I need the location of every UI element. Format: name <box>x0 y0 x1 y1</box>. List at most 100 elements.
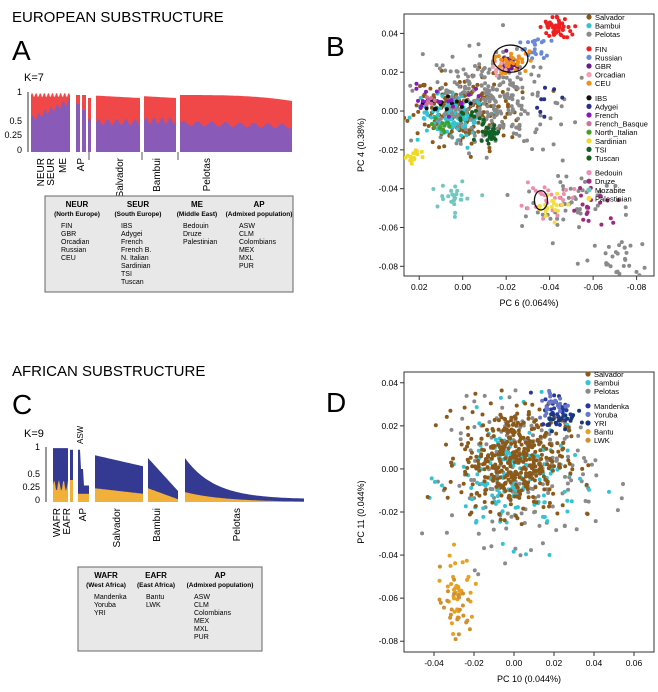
point-sardinian <box>412 156 417 160</box>
point-pelotas <box>535 210 540 215</box>
point-salvador <box>469 436 474 441</box>
admixture-bars-c <box>53 448 304 502</box>
point-french <box>424 89 428 94</box>
point-bambui <box>541 493 546 498</box>
point-pelotas <box>443 68 448 73</box>
point-mozabite <box>441 197 445 202</box>
block-bambui-c <box>148 458 178 502</box>
point-pelotas <box>501 50 506 54</box>
point-fin <box>573 24 578 29</box>
point-french <box>437 100 442 104</box>
point-tsi <box>493 137 498 142</box>
point-palestinian <box>543 209 548 214</box>
point-pelotas <box>621 264 626 268</box>
point-bambui <box>421 116 426 121</box>
point-pelotas <box>455 82 460 87</box>
point-pelotas <box>594 473 599 478</box>
point-adygei <box>535 105 540 110</box>
point-pelotas <box>420 531 425 536</box>
point-bambui <box>476 100 481 105</box>
point-pelotas <box>575 210 580 215</box>
point-salvador <box>499 461 503 466</box>
point-pelotas <box>517 71 522 76</box>
point-pelotas <box>482 546 486 551</box>
point-bambui <box>562 489 567 494</box>
point-druze <box>611 220 616 225</box>
point-mozabite <box>455 188 460 193</box>
point-salvador <box>513 444 518 449</box>
block-ap3-lower <box>88 119 91 152</box>
point-salvador <box>499 493 504 498</box>
point-pelotas <box>637 273 642 276</box>
point-fin <box>538 25 543 29</box>
a-legend-code-1: SEUR <box>127 200 149 209</box>
point-ibs <box>433 106 438 111</box>
point-russian <box>526 40 530 45</box>
point-salvador <box>531 495 536 499</box>
point-salvador <box>516 428 521 433</box>
point-sardinian <box>411 151 416 156</box>
point-salvador <box>532 419 537 424</box>
point-ceu <box>515 62 520 67</box>
point-bambui <box>464 133 469 138</box>
point-pelotas <box>507 96 512 100</box>
point-bambui <box>415 137 420 142</box>
point-pelotas <box>550 504 555 509</box>
point-russian <box>533 38 538 43</box>
block-bambui-c-lower <box>148 488 178 502</box>
legend-swatch-ceu <box>586 80 592 86</box>
point-salvador <box>444 414 449 419</box>
point-salvador <box>525 487 530 491</box>
point-bambui <box>511 480 516 485</box>
point-pelotas <box>489 544 494 549</box>
point-salvador <box>445 495 450 500</box>
point-adygei <box>543 85 547 90</box>
point-yri <box>558 417 563 422</box>
point-adygei <box>542 97 547 102</box>
cohort-label-salvador-c: Salvador <box>112 507 123 547</box>
panel-label-a: A <box>12 35 31 66</box>
ytick-a-1: 1 <box>17 87 22 97</box>
ytick-a-3: 0.25 <box>4 130 22 140</box>
point-pelotas <box>476 531 481 536</box>
point-ibs <box>468 101 473 106</box>
point-pelotas <box>509 514 514 519</box>
point-pelotas <box>438 116 443 121</box>
point-pelotas <box>532 79 537 84</box>
point-bambui <box>459 133 464 138</box>
point-tsi <box>492 123 497 128</box>
point-salvador <box>513 469 518 474</box>
a-legend-name-2: (Middle East) <box>177 211 217 218</box>
point-salvador <box>473 464 478 469</box>
point-salvador <box>566 425 571 430</box>
point-pelotas <box>489 111 494 116</box>
point-tuscan <box>477 116 482 121</box>
c-legend-item: YRI <box>94 610 106 617</box>
point-yri <box>571 413 576 418</box>
point-bambui <box>471 121 476 125</box>
point-salvador <box>507 461 512 466</box>
point-orcadian <box>494 73 499 78</box>
point-salvador <box>533 464 538 469</box>
point-pelotas <box>495 111 500 116</box>
point-salvador <box>563 464 568 469</box>
point-bantu <box>445 584 450 589</box>
point-pelotas <box>466 79 471 84</box>
point-salvador <box>545 479 550 484</box>
point-salvador <box>480 447 485 452</box>
point-pelotas <box>481 67 486 72</box>
point-lwk <box>453 637 458 642</box>
point-salvador <box>509 441 514 446</box>
a-legend-item: PUR <box>239 263 254 270</box>
cohort-label-pelotas-c: Pelotas <box>232 508 243 541</box>
point-pelotas <box>628 243 633 248</box>
point-bambui <box>440 483 444 488</box>
point-sardinian <box>408 154 413 159</box>
point-french <box>446 114 451 119</box>
legend-label-ibs: IBS <box>595 94 607 103</box>
legend-label-russian: Russian <box>595 53 622 62</box>
point-salvador <box>501 445 506 450</box>
point-salvador <box>496 418 501 423</box>
c-legend-item: ASW <box>194 594 210 601</box>
point-salvador <box>503 456 508 461</box>
